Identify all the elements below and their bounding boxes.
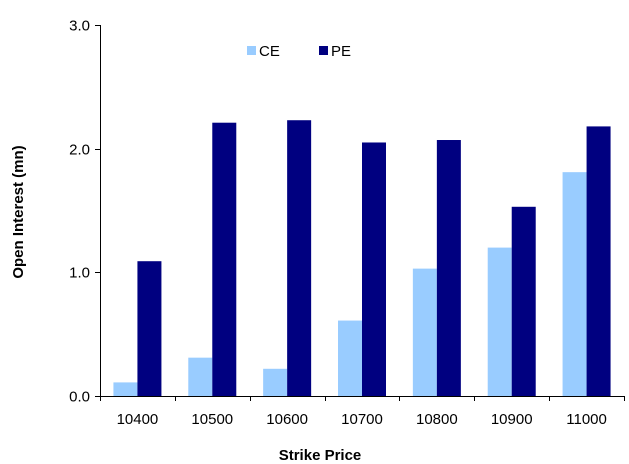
x-tick-label: 10400 bbox=[117, 411, 159, 428]
y-tick-label: 0.0 bbox=[69, 389, 90, 406]
x-tick-label: 11000 bbox=[566, 411, 607, 428]
x-tick-label: 10700 bbox=[341, 411, 383, 428]
bar-pe-10600 bbox=[287, 120, 312, 397]
legend-swatch-pe bbox=[319, 46, 328, 55]
bar-pe-10800 bbox=[436, 140, 461, 396]
bar-ce-10400 bbox=[113, 382, 138, 396]
axes bbox=[95, 25, 625, 401]
x-tick-labels: 10400 10500 10600 10700 10800 10900 11000 bbox=[117, 411, 607, 428]
bar-pe-10400 bbox=[137, 261, 162, 396]
legend-label-ce: CE bbox=[259, 43, 280, 60]
bar-ce-10800 bbox=[412, 268, 437, 396]
bars bbox=[113, 120, 611, 397]
x-tick-label: 10900 bbox=[491, 411, 533, 428]
bar-pe-10700 bbox=[362, 142, 386, 396]
bar-ce-10900 bbox=[487, 247, 512, 396]
bar-pe-11000 bbox=[586, 126, 611, 396]
bar-ce-10500 bbox=[188, 357, 213, 396]
bar-pe-10500 bbox=[212, 122, 237, 397]
y-tick-label: 2.0 bbox=[69, 142, 90, 159]
y-axis-title: Open Interest (mn) bbox=[10, 145, 27, 278]
y-tick-label: 3.0 bbox=[69, 18, 90, 35]
legend: CE PE bbox=[247, 43, 351, 60]
legend-swatch-ce bbox=[247, 46, 256, 55]
y-ticks bbox=[95, 25, 100, 397]
x-tick-label: 10600 bbox=[266, 411, 308, 428]
bar-ce-10600 bbox=[263, 368, 288, 396]
bar-ce-10700 bbox=[338, 320, 362, 396]
x-tick-label: 10800 bbox=[416, 411, 458, 428]
bar-pe-10900 bbox=[511, 206, 536, 396]
legend-label-pe: PE bbox=[331, 43, 351, 60]
x-ticks bbox=[100, 396, 625, 401]
y-tick-label: 1.0 bbox=[69, 265, 90, 282]
x-tick-label: 10500 bbox=[191, 411, 233, 428]
bar-ce-11000 bbox=[562, 172, 587, 396]
y-tick-labels: 0.0 1.0 2.0 3.0 bbox=[69, 18, 90, 406]
x-axis-title: Strike Price bbox=[279, 447, 362, 464]
